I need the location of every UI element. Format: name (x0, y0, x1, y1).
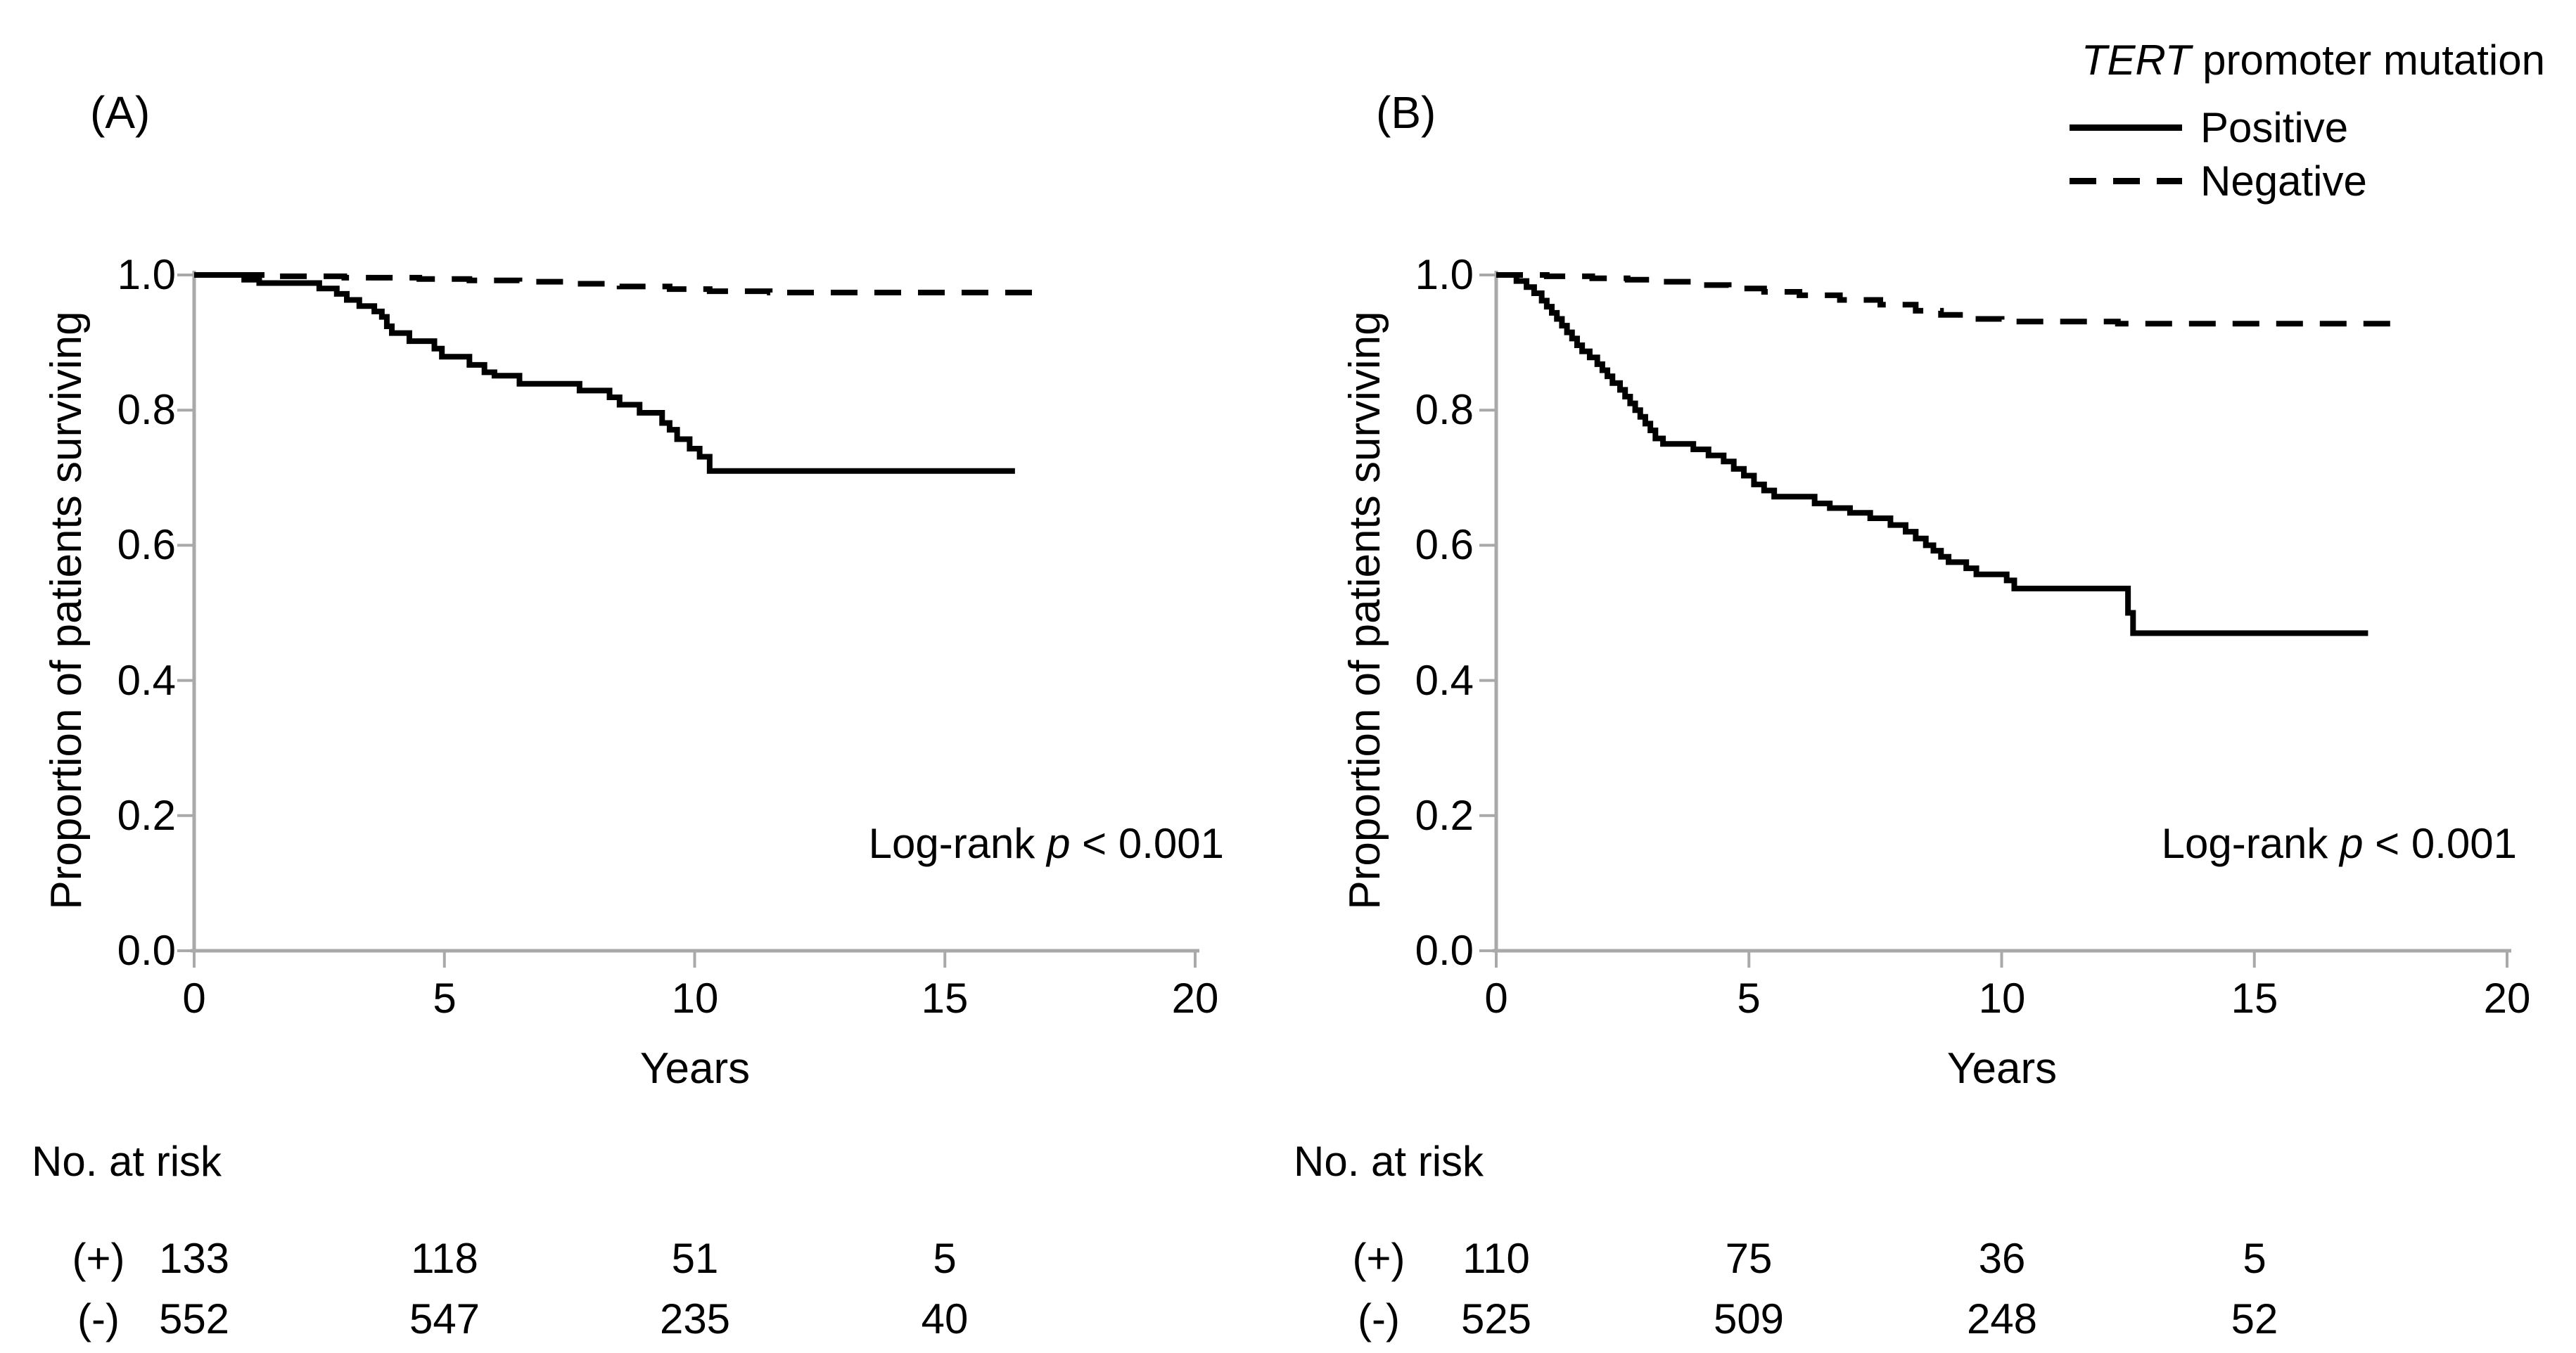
legend-title: TERT promoter mutation (1829, 35, 2545, 86)
logrank-p-italic: p (1047, 820, 1071, 867)
y-tick-label: 0.4 (1415, 657, 1474, 704)
risk-value: 75 (1725, 1235, 1773, 1282)
y-tick-label: 0.2 (117, 792, 176, 839)
y-tick-label: 0.0 (117, 927, 176, 974)
risk-table-title-b: No. at risk (1294, 1138, 1484, 1185)
x-axis-title-a: Years (639, 1044, 751, 1093)
y-tick-label: 0.4 (117, 657, 176, 704)
risk-value: 5 (2243, 1235, 2266, 1282)
risk-row-label-positive: (+) (1352, 1235, 1405, 1282)
risk-row-label-positive: (+) (72, 1235, 125, 1282)
y-tick-label: 0.2 (1415, 792, 1474, 839)
risk-value: 509 (1713, 1295, 1785, 1342)
km-curve-positive (194, 272, 1015, 474)
logrank-suffix: < 0.001 (2363, 820, 2517, 867)
y-axis-title-a: Proportion of patients surviving (42, 311, 91, 910)
panel-b-label: (B) (1376, 87, 1436, 138)
risk-value: 552 (158, 1295, 230, 1342)
y-tick-label: 0.6 (117, 521, 176, 568)
y-tick-label: 1.0 (1415, 251, 1474, 298)
y-tick-label: 1.0 (117, 251, 176, 298)
risk-value: 547 (409, 1295, 480, 1342)
logrank-annotation-a: Log-rank p < 0.001 (703, 819, 1224, 869)
x-tick-label: 5 (433, 975, 457, 1022)
legend-title-rest: promoter mutation (2191, 37, 2545, 84)
legend-solid-line-swatch (2070, 124, 2182, 131)
risk-value: 52 (2231, 1295, 2278, 1342)
y-axis-title-b: Proportion of patients surviving (1341, 311, 1389, 910)
km-curve-negative (1496, 272, 2399, 327)
x-tick-label: 20 (1171, 975, 1219, 1022)
legend-dashed-line-swatch (2070, 178, 2182, 184)
km-curve-negative (194, 272, 1035, 295)
km-curve-positive (1496, 272, 2368, 636)
y-tick-label: 0.6 (1415, 521, 1474, 568)
x-tick-label: 20 (2483, 975, 2531, 1022)
logrank-prefix: Log-rank (868, 820, 1047, 867)
risk-value: 36 (1978, 1235, 2026, 1282)
legend-item-positive: Positive (2200, 104, 2349, 151)
risk-value: 110 (1462, 1235, 1530, 1282)
panel-a-label: (A) (90, 87, 151, 138)
x-tick-label: 15 (2231, 975, 2278, 1022)
legend-item-negative: Negative (2200, 158, 2367, 205)
risk-value: 40 (921, 1295, 969, 1342)
risk-table-title-a: No. at risk (32, 1138, 222, 1185)
x-tick-label: 15 (921, 975, 969, 1022)
y-tick-label: 0.8 (1415, 386, 1474, 433)
x-tick-label: 10 (671, 975, 719, 1022)
legend-title-gene-italic: TERT (2081, 37, 2191, 84)
risk-row-label-negative: (-) (1358, 1295, 1400, 1342)
logrank-annotation-b: Log-rank p < 0.001 (1996, 819, 2517, 869)
x-tick-label: 0 (182, 975, 206, 1022)
risk-value: 133 (158, 1235, 230, 1282)
x-tick-label: 5 (1737, 975, 1761, 1022)
x-tick-label: 10 (1978, 975, 2026, 1022)
risk-value: 248 (1966, 1295, 2038, 1342)
risk-value: 235 (659, 1295, 731, 1342)
x-tick-label: 0 (1484, 975, 1508, 1022)
risk-value: 5 (933, 1235, 957, 1282)
y-tick-label: 0.0 (1415, 927, 1474, 974)
risk-value: 525 (1460, 1295, 1532, 1342)
x-axis-title-b: Years (1946, 1044, 2058, 1093)
logrank-p-italic: p (2340, 820, 2364, 867)
logrank-prefix: Log-rank (2161, 820, 2340, 867)
risk-row-label-negative: (-) (77, 1295, 120, 1342)
logrank-suffix: < 0.001 (1070, 820, 1224, 867)
risk-value: 118 (411, 1235, 478, 1282)
y-tick-label: 0.8 (117, 386, 176, 433)
risk-value: 51 (671, 1235, 719, 1282)
